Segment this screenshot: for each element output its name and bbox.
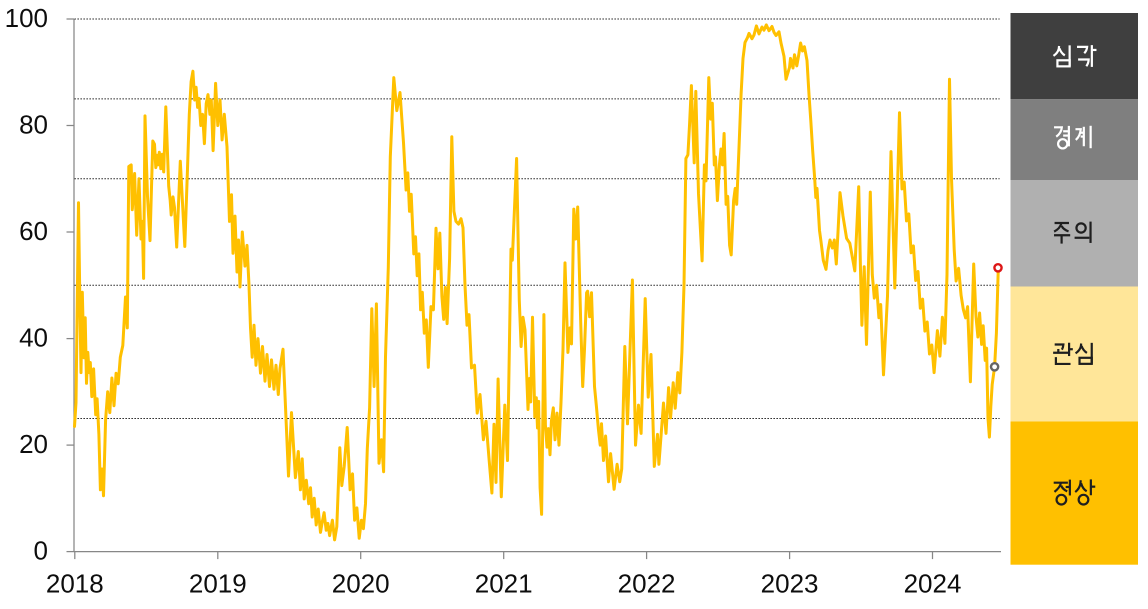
svg-text:2019: 2019	[189, 569, 247, 599]
svg-text:100: 100	[5, 3, 48, 33]
svg-text:2020: 2020	[332, 569, 390, 599]
svg-text:80: 80	[19, 110, 48, 140]
svg-text:2022: 2022	[618, 569, 676, 599]
svg-text:0: 0	[34, 536, 48, 566]
svg-text:40: 40	[19, 323, 48, 353]
svg-text:2021: 2021	[475, 569, 533, 599]
svg-text:2023: 2023	[761, 569, 819, 599]
svg-text:20: 20	[19, 429, 48, 459]
svg-text:2018: 2018	[46, 569, 104, 599]
svg-text:2024: 2024	[904, 569, 962, 599]
svg-text:60: 60	[19, 216, 48, 246]
